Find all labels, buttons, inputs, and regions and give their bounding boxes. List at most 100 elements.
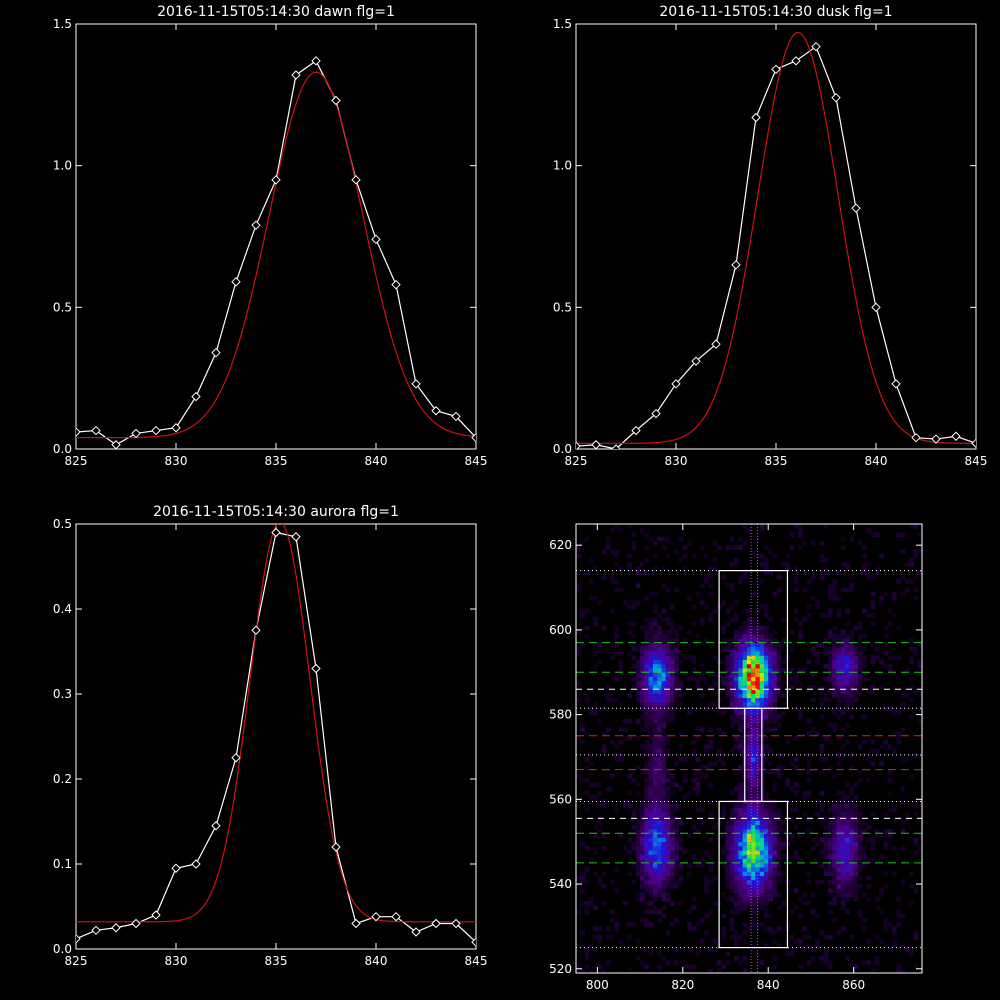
image-pixel [772, 693, 778, 699]
image-pixel [746, 710, 752, 716]
image-pixel [580, 540, 585, 546]
image-pixel [768, 871, 773, 876]
image-pixel [870, 621, 876, 627]
image-pixel [768, 850, 773, 855]
image-pixel [853, 697, 859, 703]
image-pixel [746, 617, 752, 622]
image-pixel [708, 879, 714, 885]
image-pixel [669, 625, 675, 631]
dawn-y-tick-label: 0.5 [53, 300, 72, 314]
image-pixel [836, 824, 842, 830]
image-pixel [772, 684, 778, 690]
image-pixel [742, 968, 748, 973]
image-pixel [763, 858, 769, 864]
image-pixel [832, 727, 837, 732]
image-pixel [584, 879, 590, 885]
image-pixel [652, 651, 658, 656]
image-pixel [721, 934, 726, 940]
image-pixel [678, 659, 684, 665]
image-pixel [857, 689, 863, 694]
image-pixel [840, 676, 846, 682]
image-pixel [734, 659, 739, 665]
image-pixel [900, 913, 906, 919]
image-pixel [746, 867, 752, 872]
image-pixel [665, 536, 671, 542]
image-pixel [665, 960, 671, 965]
image-pixel [704, 553, 709, 559]
image-pixel [832, 672, 837, 677]
image-pixel [776, 841, 782, 847]
image-pixel [652, 884, 658, 889]
image-pixel [913, 596, 919, 601]
image-pixel [845, 837, 850, 843]
image-pixel [665, 710, 671, 716]
image-pixel [772, 812, 778, 817]
image-pixel [661, 837, 667, 843]
image-pixel [845, 884, 850, 889]
image-pixel [648, 752, 654, 758]
image-pixel [892, 731, 897, 737]
image-pixel [870, 532, 876, 538]
image-pixel [789, 934, 795, 940]
image-pixel [652, 807, 658, 813]
image-pixel [691, 786, 696, 792]
image-pixel [593, 934, 598, 940]
image-pixel [742, 655, 748, 660]
image-pixel [759, 684, 765, 690]
image-pixel [674, 884, 679, 889]
image-pixel [699, 820, 705, 826]
image-pixel [729, 850, 735, 855]
image-pixel [682, 756, 688, 762]
image-pixel [734, 651, 739, 656]
image-pixel [806, 612, 812, 618]
image-pixel [648, 858, 654, 864]
image-pixel [840, 905, 846, 910]
image-pixel [657, 875, 662, 881]
image-pixel [789, 951, 795, 957]
image-pixel [879, 888, 884, 893]
image-pixel [763, 735, 769, 741]
image-pixel [798, 668, 803, 673]
image-pixel [853, 684, 859, 690]
image-pixel [665, 587, 671, 593]
image-pixel [708, 740, 714, 745]
image-pixel [742, 820, 748, 826]
image-pixel [580, 841, 585, 847]
image-pixel [845, 892, 850, 898]
image-pixel [810, 956, 816, 961]
image-pixel [704, 913, 709, 919]
image-pixel [828, 765, 833, 771]
image-pixel [751, 892, 756, 898]
image-pixel [763, 896, 769, 902]
image-pixel [661, 816, 667, 821]
image-pixel [832, 833, 837, 838]
image-pixel [640, 676, 645, 682]
image-pixel [657, 634, 662, 639]
image-pixel [708, 591, 714, 597]
image-pixel [776, 837, 782, 843]
image-pixel [648, 854, 654, 860]
image-pixel [635, 862, 641, 868]
image-pixel [768, 689, 773, 694]
image-pixel [819, 553, 825, 559]
image-pixel [866, 574, 872, 580]
image-pixel [657, 693, 662, 699]
image-pixel [729, 680, 735, 686]
image-pixel [751, 756, 756, 762]
image-pixel [751, 634, 756, 639]
image-pixel [631, 778, 637, 783]
image-pixel [772, 697, 778, 703]
image-pixel [828, 587, 833, 593]
image-pixel [725, 884, 731, 889]
image-pixel [584, 570, 590, 576]
image-pixel [738, 905, 743, 910]
image-pixel [768, 642, 773, 648]
image-pixel [640, 744, 645, 749]
dawn-data-point [351, 175, 361, 185]
image-pixel [759, 828, 765, 834]
image-pixel [665, 714, 671, 720]
image-pixel [631, 600, 637, 605]
image-pixel [746, 790, 752, 796]
image-pixel [887, 668, 893, 673]
image-pixel [853, 807, 859, 813]
